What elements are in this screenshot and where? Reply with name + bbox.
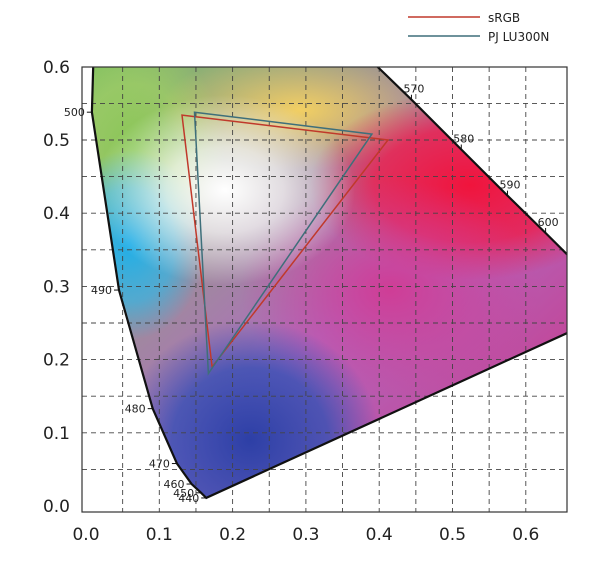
x-tick-label: 0.0 (72, 525, 99, 545)
legend-label-pj-lu300n: PJ LU300N (488, 30, 549, 44)
wavelength-label-570: 570 (403, 83, 424, 96)
wavelength-label-460: 460 (164, 478, 185, 491)
y-tick-label: 0.3 (43, 277, 70, 297)
wavelength-label-440: 440 (178, 492, 199, 505)
x-tick-label: 0.3 (292, 525, 319, 545)
y-tick-label: 0.0 (43, 497, 70, 517)
legend-label-srgb: sRGB (488, 11, 520, 25)
y-tick-label: 0.4 (43, 204, 70, 224)
wavelength-label-590: 590 (499, 179, 520, 192)
wavelength-label-600: 600 (538, 216, 559, 229)
wavelength-label-490: 490 (91, 284, 112, 297)
x-axis-ticks: 0.0 0.1 0.2 0.3 0.4 0.5 0.6 (72, 525, 539, 545)
gamut-triangle-srgb (181, 114, 390, 369)
gamut-color-fill (91, 67, 567, 498)
wavelength-label-480: 480 (125, 403, 146, 416)
wavelength-label-500: 500 (64, 106, 85, 119)
y-tick-label: 0.6 (43, 58, 70, 78)
y-tick-label: 0.5 (43, 131, 70, 151)
x-tick-label: 0.6 (512, 525, 539, 545)
gamut-series (181, 111, 390, 376)
plot-frame (81, 66, 568, 513)
x-tick-label: 0.5 (439, 525, 466, 545)
legend: sRGB PJ LU300N (408, 11, 549, 44)
y-axis-ticks: 0.0 0.1 0.2 0.3 0.4 0.5 0.6 (43, 58, 70, 517)
wavelength-label-580: 580 (453, 133, 474, 146)
x-tick-label: 0.2 (219, 525, 246, 545)
x-tick-label: 0.4 (366, 525, 393, 545)
spectral-locus (90, 67, 567, 500)
y-tick-label: 0.2 (43, 351, 70, 371)
x-tick-label: 0.1 (146, 525, 173, 545)
wavelength-label-450: 450 (173, 487, 194, 500)
y-tick-label: 0.1 (43, 424, 70, 444)
gamut-triangle-pj-lu300n (193, 111, 374, 376)
wavelength-label-470: 470 (149, 458, 170, 471)
